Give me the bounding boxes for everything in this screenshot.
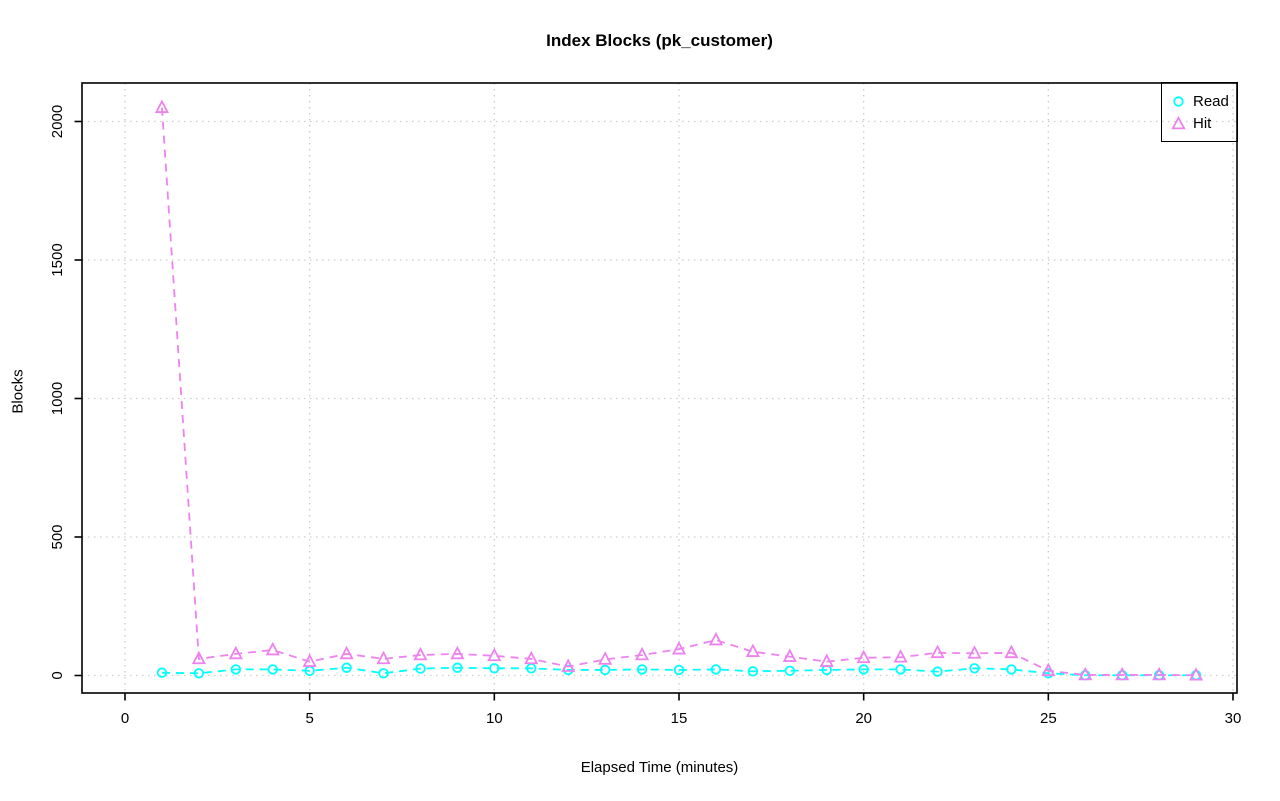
hit-marker xyxy=(893,649,908,663)
hit-marker xyxy=(1078,666,1093,681)
read-marker xyxy=(1006,664,1017,675)
hit-marker xyxy=(819,653,834,667)
x-tick-label: 5 xyxy=(305,710,313,727)
read-marker xyxy=(193,668,205,679)
hit-marker xyxy=(339,645,354,660)
y-tick-label: 1500 xyxy=(49,243,66,276)
hit-marker xyxy=(376,650,391,665)
read-marker xyxy=(341,662,352,673)
x-tick-label: 10 xyxy=(486,710,503,727)
read-marker xyxy=(636,664,648,675)
read-marker xyxy=(895,664,906,675)
read-marker xyxy=(415,663,426,674)
read-marker xyxy=(710,664,722,675)
x-tick-label: 25 xyxy=(1040,710,1057,727)
hit-marker xyxy=(413,646,428,661)
read-marker xyxy=(489,663,500,674)
y-tick-label: 1000 xyxy=(49,382,66,415)
read-marker xyxy=(932,666,943,677)
y-tick-label: 2000 xyxy=(49,105,66,138)
circle-icon xyxy=(1173,95,1184,107)
hit-marker xyxy=(450,645,465,660)
chart-title: Index Blocks (pk_customer) xyxy=(546,31,773,50)
hit-marker xyxy=(1115,666,1130,681)
hit-marker xyxy=(524,650,539,665)
hit-marker xyxy=(561,658,576,672)
legend-box: Read Hit xyxy=(1161,82,1238,142)
hit-marker xyxy=(598,651,613,665)
legend-label: Hit xyxy=(1193,114,1212,132)
read-marker xyxy=(747,666,759,677)
read-marker xyxy=(230,664,242,675)
hit-marker xyxy=(856,649,871,664)
hit-marker xyxy=(745,643,760,657)
hit-marker xyxy=(191,650,206,665)
read-line xyxy=(161,666,1197,677)
read-marker xyxy=(452,662,463,673)
x-tick-label: 30 xyxy=(1225,710,1242,727)
read-marker xyxy=(378,668,389,679)
legend-label: Read xyxy=(1193,92,1229,110)
read-marker xyxy=(267,664,278,675)
read-marker xyxy=(599,664,611,676)
read-marker xyxy=(156,667,168,678)
y-tick-label: 0 xyxy=(49,671,66,679)
plot-frame xyxy=(81,82,1238,694)
y-axis-label: Blocks xyxy=(9,369,27,414)
hit-marker xyxy=(1004,644,1019,659)
x-tick-label: 15 xyxy=(671,710,688,727)
hit-marker xyxy=(154,99,170,113)
hit-marker xyxy=(1188,667,1204,681)
hit-marker xyxy=(671,641,687,655)
legend-item-hit: Hit xyxy=(1171,112,1237,134)
hit-marker xyxy=(967,645,982,659)
hit-marker xyxy=(782,648,797,662)
hit-marker xyxy=(1152,666,1167,681)
hit-marker xyxy=(228,645,243,660)
hit-marker xyxy=(302,653,317,667)
x-axis-label: Elapsed Time (minutes) xyxy=(580,759,739,776)
hit-marker xyxy=(708,631,724,646)
y-tick-label: 500 xyxy=(49,524,66,549)
read-marker xyxy=(969,663,980,674)
hit-marker xyxy=(930,644,945,659)
hit-marker xyxy=(634,646,650,661)
read-marker xyxy=(858,664,869,675)
legend-item-read: Read xyxy=(1171,90,1237,112)
read-marker xyxy=(784,665,796,676)
hit-marker xyxy=(265,641,280,656)
x-tick-label: 0 xyxy=(121,710,129,727)
read-marker xyxy=(673,664,685,676)
hit-marker xyxy=(487,647,502,662)
x-tick-label: 20 xyxy=(855,710,872,727)
triangle-icon xyxy=(1171,115,1186,129)
hit-marker xyxy=(1041,662,1056,677)
hit-line xyxy=(161,107,1197,677)
